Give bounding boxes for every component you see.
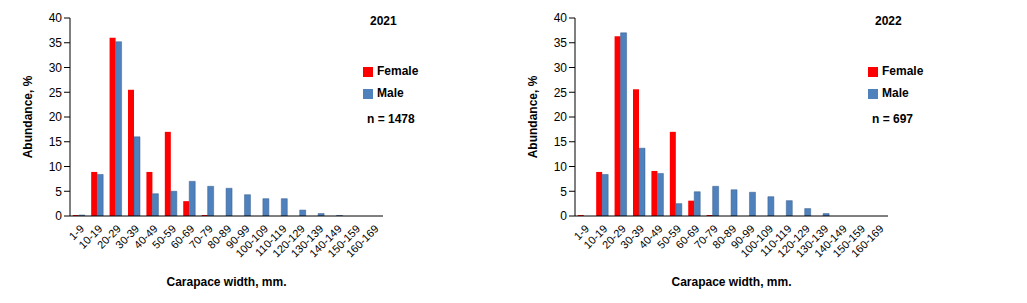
svg-text:10: 10	[49, 160, 63, 174]
svg-text:Abundance, %: Abundance, %	[21, 75, 35, 158]
svg-text:100-109: 100-109	[233, 222, 271, 260]
svg-text:30-39: 30-39	[618, 222, 647, 251]
svg-text:20-29: 20-29	[599, 222, 628, 251]
html-text:2022: 2022	[875, 14, 902, 28]
svg-text:1-9: 1-9	[66, 222, 87, 243]
svg-text:35: 35	[554, 36, 568, 50]
svg-text:150-159: 150-159	[830, 222, 868, 260]
svg-text:130-139: 130-139	[288, 222, 326, 260]
svg-text:20: 20	[49, 110, 63, 124]
svg-text:10-19: 10-19	[76, 222, 105, 251]
svg-text:150-159: 150-159	[325, 222, 363, 260]
html-text:Male: Male	[377, 86, 404, 100]
html-text:n = 1478: n = 1478	[367, 112, 415, 126]
svg-text:30: 30	[554, 61, 568, 75]
svg-text:15: 15	[554, 135, 568, 149]
svg-text:140-149: 140-149	[811, 222, 849, 260]
svg-text:90-99: 90-99	[223, 222, 252, 251]
svg-text:70-79: 70-79	[186, 222, 215, 251]
svg-text:120-129: 120-129	[775, 222, 813, 260]
svg-text:30-39: 30-39	[113, 222, 142, 251]
svg-text:0: 0	[560, 209, 567, 223]
svg-text:80-89: 80-89	[205, 222, 234, 251]
svg-text:25: 25	[49, 86, 63, 100]
svg-text:40: 40	[554, 11, 568, 25]
svg-text:110-119: 110-119	[757, 222, 794, 259]
svg-text:60-69: 60-69	[168, 222, 197, 251]
svg-text:10: 10	[554, 160, 568, 174]
svg-text:120-129: 120-129	[270, 222, 308, 260]
svg-text:25: 25	[554, 86, 568, 100]
svg-text:50-59: 50-59	[654, 222, 684, 251]
svg-text:1-9: 1-9	[571, 222, 592, 243]
svg-text:110-119: 110-119	[252, 222, 289, 259]
html-text:Female: Female	[377, 64, 419, 78]
html-text:Male: Male	[882, 86, 909, 100]
svg-text:140-149: 140-149	[306, 222, 344, 260]
svg-text:130-139: 130-139	[793, 222, 831, 260]
svg-text:5: 5	[560, 185, 567, 199]
svg-text:160-169: 160-169	[344, 222, 381, 259]
svg-text:10-19: 10-19	[581, 222, 610, 251]
html-text:2021: 2021	[370, 14, 397, 28]
svg-text:Abundance, %: Abundance, %	[526, 75, 540, 158]
svg-text:35: 35	[49, 36, 63, 50]
svg-text:Carapace width, mm.: Carapace width, mm.	[671, 275, 791, 289]
svg-text:20: 20	[554, 110, 568, 124]
svg-text:40-49: 40-49	[636, 222, 665, 251]
svg-text:60-69: 60-69	[673, 222, 702, 251]
html-text:n = 697: n = 697	[872, 112, 913, 126]
svg-text:70-79: 70-79	[691, 222, 720, 251]
svg-text:20-29: 20-29	[94, 222, 123, 251]
svg-text:40: 40	[49, 11, 63, 25]
svg-text:160-169: 160-169	[849, 222, 886, 259]
svg-text:5: 5	[55, 185, 62, 199]
svg-text:100-109: 100-109	[738, 222, 776, 260]
svg-text:0: 0	[55, 209, 62, 223]
svg-text:90-99: 90-99	[728, 222, 757, 251]
html-text:Female: Female	[882, 64, 924, 78]
svg-text:15: 15	[49, 135, 63, 149]
svg-text:80-89: 80-89	[710, 222, 739, 251]
svg-text:30: 30	[49, 61, 63, 75]
svg-text:40-49: 40-49	[131, 222, 160, 251]
svg-text:50-59: 50-59	[149, 222, 179, 251]
svg-text:Carapace width, mm.: Carapace width, mm.	[166, 275, 286, 289]
